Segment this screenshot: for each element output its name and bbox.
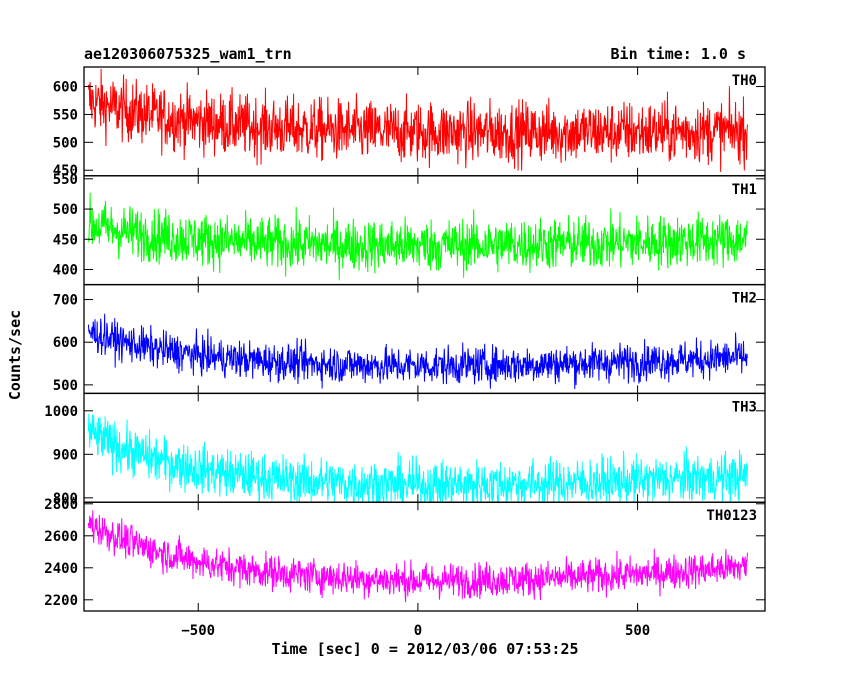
y-tick-label: 2400 xyxy=(44,561,78,577)
panel-label-th0123: TH0123 xyxy=(706,508,757,524)
x-tick-label: −500 xyxy=(181,623,215,639)
y-tick-label: 2200 xyxy=(44,593,78,609)
y-tick-label: 600 xyxy=(53,335,78,351)
x-tick-label: 500 xyxy=(625,623,650,639)
y-tick-label: 600 xyxy=(53,80,78,96)
y-tick-label: 500 xyxy=(53,378,78,394)
y-tick-label: 1000 xyxy=(44,404,78,420)
y-tick-label: 900 xyxy=(53,447,78,463)
series-line-th1 xyxy=(87,192,748,281)
y-tick-label: 800 xyxy=(53,491,78,507)
panel-frame-th0123 xyxy=(83,501,766,612)
y-tick-label: 2800 xyxy=(44,497,78,513)
x-tick-label: 0 xyxy=(414,623,422,639)
plot-title: ae120306075325_wam1_trn xyxy=(84,45,292,63)
panel-label-th3: TH3 xyxy=(732,399,757,415)
panel-label-th1: TH1 xyxy=(732,182,757,198)
panel-label-th0: TH0 xyxy=(732,73,757,89)
y-tick-label: 550 xyxy=(53,172,78,188)
bin-time-label: Bin time: 1.0 s xyxy=(610,45,746,63)
y-tick-label: 700 xyxy=(53,293,78,309)
y-tick-label: 450 xyxy=(53,232,78,248)
series-line-th3 xyxy=(87,414,748,503)
series-line-th0123 xyxy=(87,510,748,603)
y-tick-label: 500 xyxy=(53,202,78,218)
series-line-th0 xyxy=(87,68,748,172)
panel-label-th2: TH2 xyxy=(732,291,757,307)
y-tick-label: 2600 xyxy=(44,529,78,545)
x-axis-label: Time [sec] 0 = 2012/03/06 07:53:25 xyxy=(271,640,579,658)
y-tick-label: 500 xyxy=(53,135,78,151)
y-tick-label: 450 xyxy=(53,163,78,179)
y-tick-label: 550 xyxy=(53,107,78,123)
y-tick-label: 400 xyxy=(53,262,78,278)
series-line-th2 xyxy=(87,313,748,389)
